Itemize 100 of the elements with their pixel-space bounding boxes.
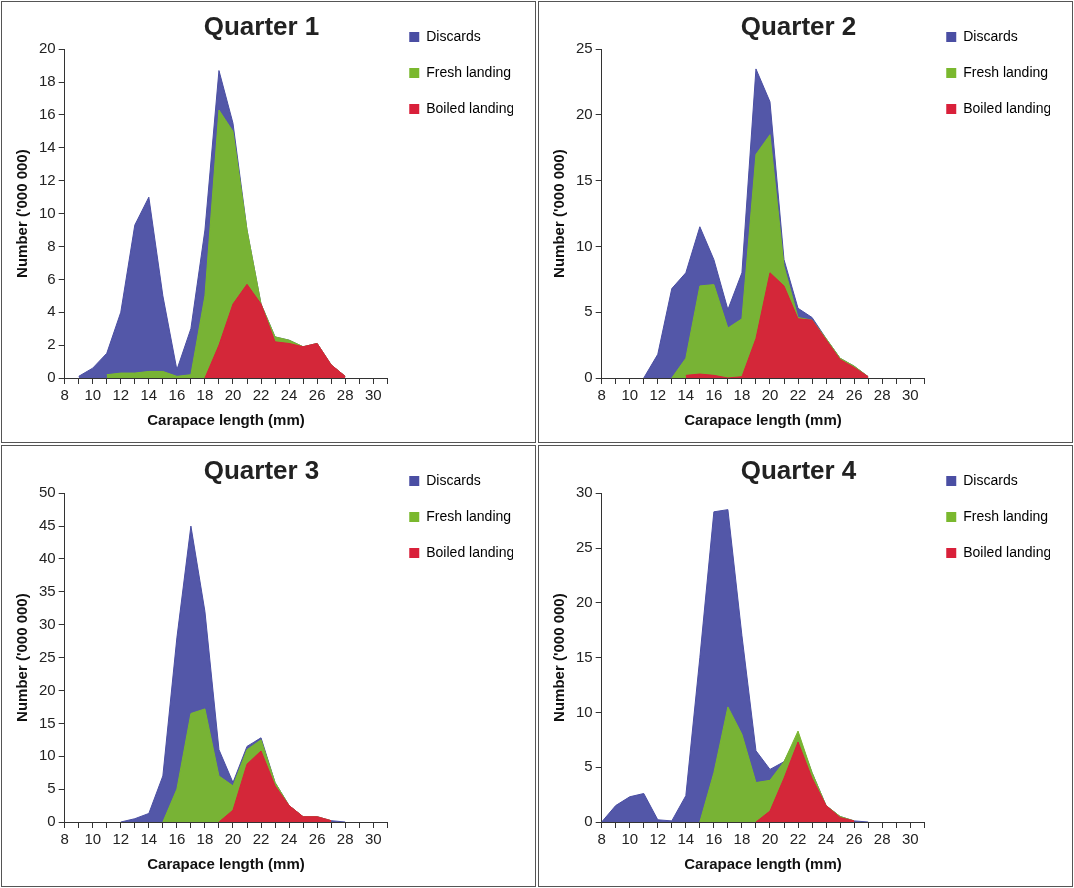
y-tick-label: 0: [47, 812, 56, 830]
x-tick-label: 10: [84, 386, 102, 404]
x-tick-label: 28: [336, 386, 354, 404]
y-tick-label: 15: [39, 713, 56, 731]
y-tick-label: 10: [39, 203, 56, 221]
y-tick-label: 35: [39, 581, 56, 599]
x-tick-label: 12: [112, 830, 130, 848]
y-tick-label: 0: [584, 368, 593, 386]
y-tick-label: 5: [584, 302, 593, 320]
legend-label: Fresh landing: [426, 507, 512, 524]
chart-title: Quarter 4: [740, 454, 857, 485]
legend-label: Boiled landing: [963, 99, 1052, 116]
legend-label: Fresh landing: [963, 63, 1049, 80]
legend-label: Discards: [426, 27, 481, 44]
y-tick-label: 6: [47, 269, 56, 287]
x-tick-label: 30: [364, 386, 382, 404]
y-tick-label: 25: [576, 39, 593, 57]
legend-label: Discards: [963, 471, 1018, 488]
y-tick-label: 20: [39, 39, 56, 57]
y-tick-label: 0: [47, 368, 56, 386]
x-tick-label: 22: [252, 386, 270, 404]
y-tick-label: 40: [39, 549, 56, 567]
x-tick-label: 18: [196, 386, 214, 404]
y-axis-title: Number ('000 000): [13, 149, 31, 278]
x-tick-label: 24: [280, 830, 298, 848]
x-tick-label: 10: [621, 386, 639, 404]
y-tick-label: 25: [576, 538, 593, 556]
x-tick-label: 24: [817, 386, 835, 404]
y-tick-label: 50: [39, 483, 56, 501]
x-axis-title: Carapace length (mm): [147, 411, 305, 429]
x-tick-label: 22: [789, 830, 807, 848]
x-tick-label: 18: [196, 830, 214, 848]
x-tick-label: 26: [845, 386, 863, 404]
x-tick-label: 24: [280, 386, 298, 404]
x-tick-label: 8: [60, 386, 69, 404]
x-axis-title: Carapace length (mm): [147, 855, 305, 873]
x-tick-label: 30: [901, 386, 919, 404]
chart-title: Quarter 2: [740, 10, 857, 41]
legend-label: Discards: [426, 471, 481, 488]
y-tick-label: 25: [39, 647, 56, 665]
y-tick-label: 5: [47, 779, 56, 797]
x-tick-label: 28: [336, 830, 354, 848]
y-tick-label: 10: [576, 236, 593, 254]
x-tick-label: 20: [224, 386, 242, 404]
x-tick-label: 26: [845, 830, 863, 848]
x-tick-label: 30: [901, 830, 919, 848]
y-tick-label: 2: [47, 335, 56, 353]
x-tick-label: 10: [621, 830, 639, 848]
y-axis-title: Number ('000 000): [550, 149, 568, 278]
x-tick-label: 20: [761, 830, 779, 848]
x-tick-label: 22: [789, 386, 807, 404]
y-tick-label: 30: [39, 614, 56, 632]
x-tick-label: 20: [224, 830, 242, 848]
y-axis-title: Number ('000 000): [13, 593, 31, 722]
x-tick-label: 16: [705, 386, 723, 404]
y-tick-label: 20: [39, 680, 56, 698]
y-tick-label: 4: [47, 302, 56, 320]
y-tick-label: 14: [39, 137, 56, 155]
legend-label: Boiled landing: [426, 99, 515, 116]
x-tick-label: 26: [308, 386, 326, 404]
y-tick-label: 20: [576, 105, 593, 123]
y-tick-label: 45: [39, 516, 56, 534]
legend-label: Boiled landing: [426, 543, 515, 560]
y-tick-label: 0: [584, 812, 593, 830]
y-tick-label: 10: [576, 702, 593, 720]
y-tick-label: 5: [584, 757, 593, 775]
x-tick-label: 8: [597, 830, 606, 848]
x-tick-label: 14: [677, 830, 695, 848]
y-tick-label: 12: [39, 170, 56, 188]
x-tick-label: 12: [649, 830, 667, 848]
x-tick-label: 16: [168, 386, 186, 404]
x-tick-label: 14: [677, 386, 695, 404]
x-tick-label: 18: [733, 386, 751, 404]
y-tick-label: 20: [576, 592, 593, 610]
legend-label: Fresh landing: [963, 507, 1049, 524]
legend-label: Fresh landing: [426, 63, 512, 80]
y-axis-title: Number ('000 000): [550, 593, 568, 722]
x-tick-label: 10: [84, 830, 102, 848]
x-tick-label: 8: [60, 830, 69, 848]
x-tick-label: 8: [597, 386, 606, 404]
y-tick-label: 15: [576, 647, 593, 665]
x-axis-title: Carapace length (mm): [684, 855, 842, 873]
x-tick-label: 28: [873, 386, 891, 404]
x-axis-title: Carapace length (mm): [684, 411, 842, 429]
y-tick-label: 10: [39, 746, 56, 764]
x-tick-label: 12: [649, 386, 667, 404]
y-tick-label: 8: [47, 236, 56, 254]
legend-label: Discards: [963, 27, 1018, 44]
x-tick-label: 12: [112, 386, 130, 404]
x-tick-label: 20: [761, 386, 779, 404]
y-tick-label: 30: [576, 483, 593, 501]
x-tick-label: 28: [873, 830, 891, 848]
y-tick-label: 18: [39, 72, 56, 90]
y-tick-label: 16: [39, 105, 56, 123]
legend-label: Boiled landing: [963, 543, 1052, 560]
x-tick-label: 16: [168, 830, 186, 848]
x-tick-label: 14: [140, 386, 158, 404]
x-tick-label: 18: [733, 830, 751, 848]
x-tick-label: 24: [817, 830, 835, 848]
x-tick-label: 16: [705, 830, 723, 848]
